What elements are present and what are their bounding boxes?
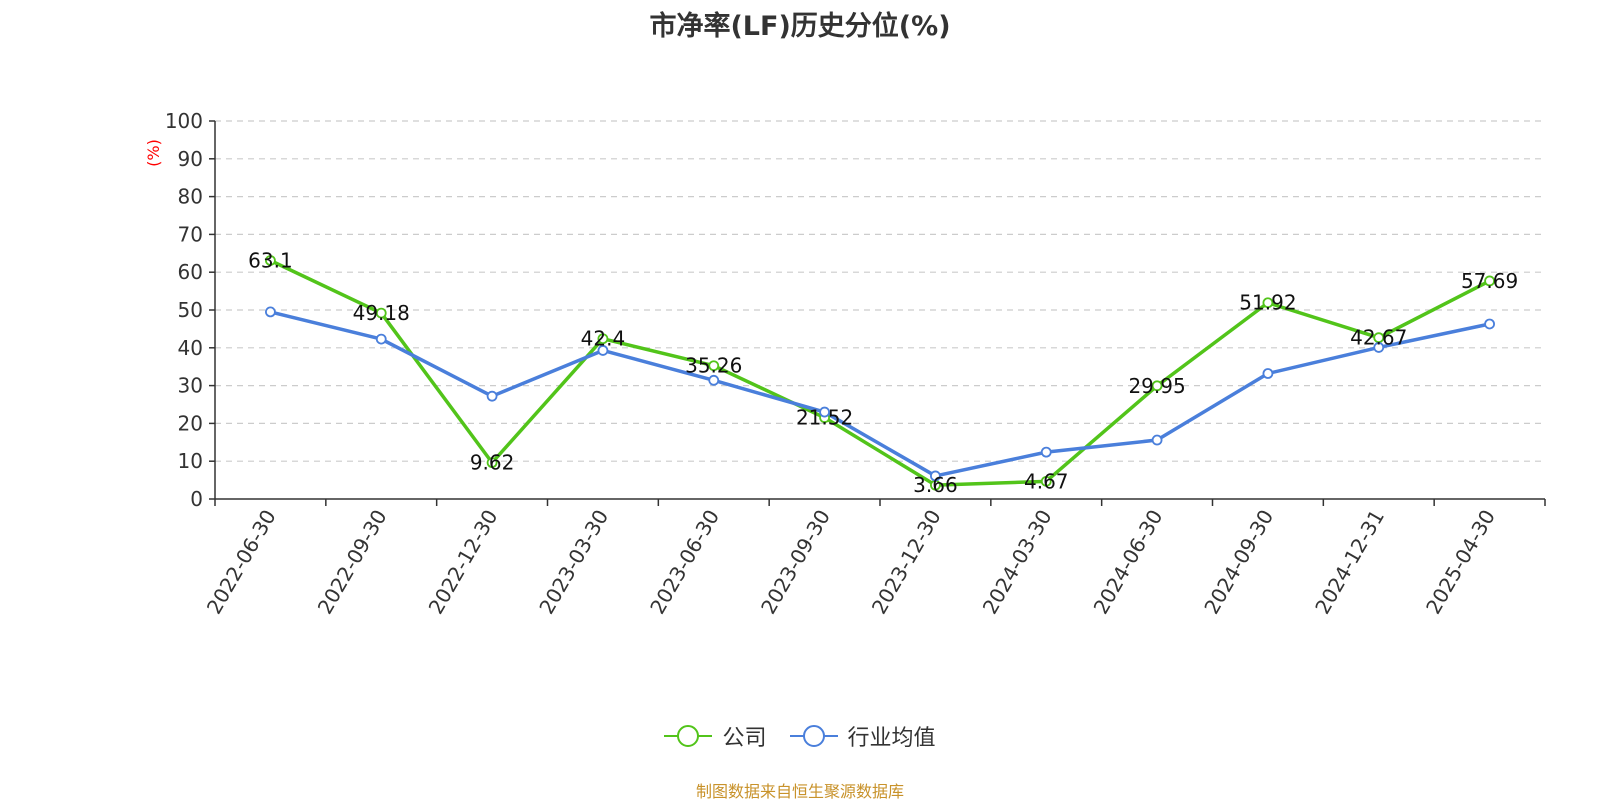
series-0-point[interactable]: [486, 457, 498, 469]
series-line-1: [269, 310, 1490, 478]
y-tick-label: 40: [178, 336, 203, 360]
data-label: 29.95: [1128, 374, 1185, 398]
series-1-point[interactable]: [1484, 318, 1495, 330]
data-label: 3.66: [913, 473, 958, 497]
series-0-point[interactable]: [1040, 475, 1052, 487]
y-tick-label: 30: [178, 374, 203, 398]
y-tick-label: 50: [178, 298, 203, 322]
y-tick-label: 90: [178, 147, 203, 171]
x-tick-label: 2025-04-30: [1421, 506, 1500, 619]
y-tick-label: 10: [178, 449, 203, 473]
x-tick-label: 2023-12-30: [867, 506, 946, 619]
series-0-point[interactable]: [1262, 297, 1274, 309]
series-1-point[interactable]: [1040, 446, 1052, 458]
x-tick-label: 2022-06-30: [202, 506, 281, 619]
series-1-point[interactable]: [930, 470, 941, 482]
series-0-point[interactable]: [1484, 275, 1495, 287]
series-1-point[interactable]: [375, 333, 387, 345]
series-0-point[interactable]: [265, 255, 276, 266]
y-tick-label: 0: [190, 487, 203, 511]
series-0-point[interactable]: [1151, 380, 1163, 392]
series-1-point[interactable]: [1262, 368, 1274, 379]
data-label: 9.62: [470, 451, 515, 475]
data-label: 4.67: [1024, 469, 1069, 493]
y-tick-label: 100: [165, 109, 203, 133]
legend-circle-industry-avg: [802, 725, 825, 747]
data-labels: 63.1 49.18 9.62 42.4 35.26 21.52 3.66 4.67 29.95…: [248, 248, 1518, 497]
series-0-point[interactable]: [375, 307, 387, 319]
data-label: 57.69: [1461, 269, 1518, 293]
series-0-point[interactable]: [597, 333, 609, 345]
legend-item-company[interactable]: 公司: [664, 720, 767, 752]
legend-item-industry-avg[interactable]: 行业均值: [789, 720, 936, 752]
x-tick-label: 2024-03-30: [978, 506, 1057, 619]
x-tick-label: 2023-03-30: [534, 506, 613, 619]
source-note: 制图数据来自恒生聚源数据库: [695, 782, 904, 801]
legend-circle-company: [677, 725, 700, 747]
series-1-point[interactable]: [1373, 342, 1385, 353]
y-tick-label: 80: [178, 185, 203, 209]
series-1-point[interactable]: [597, 345, 609, 356]
series-1-point[interactable]: [708, 374, 720, 386]
series-1-point[interactable]: [486, 390, 498, 402]
axes: 0 10 20 30 40 50 60 70 80 90 100 2022-06-30 2022-09-…: [165, 109, 1546, 619]
y-tick-label: 20: [178, 411, 203, 435]
x-tick-label: 2022-12-30: [424, 506, 503, 619]
series-0-point[interactable]: [708, 360, 720, 372]
series-1-point[interactable]: [819, 406, 830, 418]
data-label: 49.18: [353, 301, 410, 325]
series-1-point[interactable]: [265, 306, 276, 318]
chart-title: 市净率(LF)历史分位(%): [649, 11, 951, 42]
x-tick-label: 2024-09-30: [1199, 506, 1278, 619]
y-tick-label: 70: [178, 222, 203, 246]
data-label: 42.4: [581, 327, 626, 351]
legend-marker-industry-avg: [789, 725, 838, 747]
legend-marker-company: [664, 725, 713, 747]
data-label: 42.67: [1350, 326, 1407, 350]
series-line-0: [269, 258, 1491, 487]
y-axis-label: (%): [144, 139, 163, 167]
data-label: 51.92: [1239, 291, 1296, 315]
y-tick-label: 60: [178, 260, 203, 284]
series-1-point[interactable]: [1151, 434, 1163, 446]
data-label: 63.1: [248, 248, 293, 272]
data-label: 35.26: [685, 354, 742, 378]
x-tick-label: 2022-09-30: [313, 506, 392, 619]
x-tick-label: 2024-12-31: [1310, 506, 1389, 619]
legend-label-industry-avg: 行业均值: [847, 726, 936, 751]
x-tick-label: 2023-06-30: [645, 506, 724, 619]
series: [265, 255, 1495, 491]
gridlines: [215, 120, 1545, 462]
legend: 公司 行业均值: [0, 720, 1600, 754]
legend-label-company: 公司: [722, 726, 767, 751]
x-tick-label: 2023-09-30: [756, 506, 835, 619]
x-tick-label: 2024-06-30: [1089, 506, 1168, 619]
data-label: 21.52: [796, 406, 853, 430]
